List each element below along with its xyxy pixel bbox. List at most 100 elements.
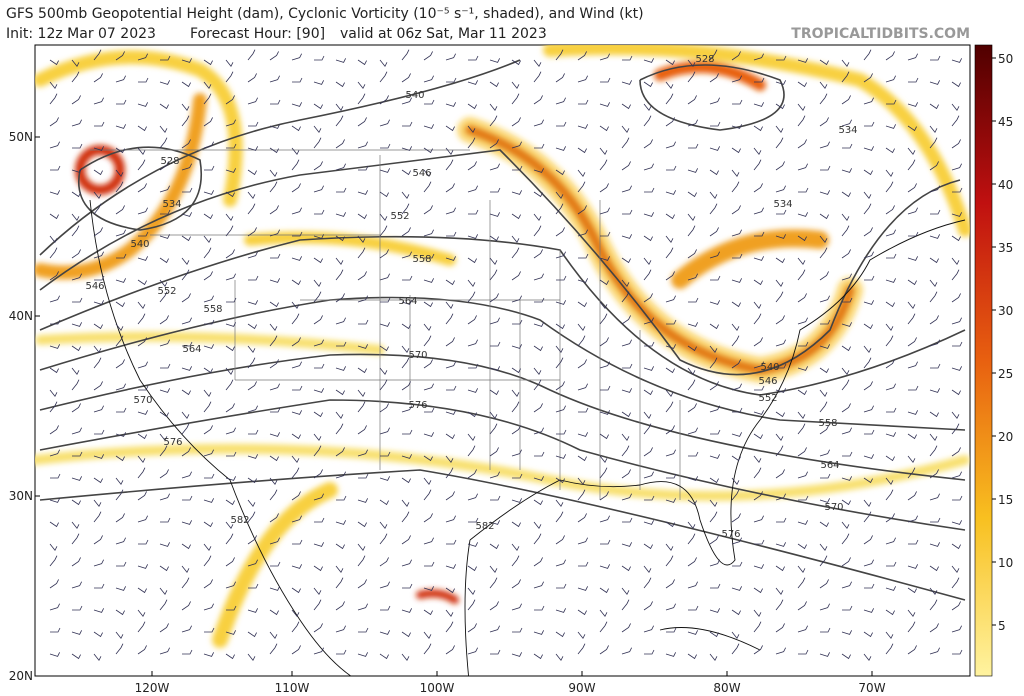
wind-barb xyxy=(357,93,366,105)
wind-barb xyxy=(269,455,279,462)
wind-barb xyxy=(533,95,543,105)
contour-label: 534 xyxy=(838,125,857,136)
wind-barb xyxy=(357,59,367,66)
title: GFS 500mb Geopotential Height (dam), Cyc… xyxy=(6,6,644,22)
wind-barb xyxy=(467,279,476,288)
wind-barb xyxy=(621,388,633,393)
wind-barb xyxy=(335,103,344,112)
wind-barb xyxy=(291,256,303,261)
wind-barb xyxy=(291,491,301,501)
wind-barb xyxy=(643,366,655,371)
wind-barb xyxy=(775,587,784,596)
wind-barb xyxy=(203,190,215,195)
wind-barb xyxy=(380,143,391,149)
wind-barb xyxy=(313,339,325,347)
wind-barb xyxy=(907,621,916,633)
wind-barb xyxy=(643,317,655,325)
wind-barb xyxy=(93,477,103,484)
wind-barb xyxy=(797,577,806,589)
wind-barb xyxy=(643,235,653,242)
wind-barb xyxy=(622,209,633,215)
wind-barb xyxy=(93,73,103,83)
wind-barb xyxy=(951,235,961,242)
wind-barb xyxy=(423,631,432,640)
wind-barb xyxy=(335,389,345,396)
wind-barb xyxy=(159,339,171,347)
wind-barb xyxy=(907,102,919,107)
wind-barb xyxy=(49,367,59,374)
wind-barb xyxy=(335,411,344,420)
wind-barb xyxy=(489,58,501,63)
wind-barb xyxy=(291,183,301,193)
wind-barb xyxy=(533,168,545,173)
coastlines xyxy=(89,199,966,676)
wind-barb xyxy=(578,407,589,413)
wind-barb xyxy=(292,385,303,391)
wind-barb xyxy=(797,471,809,479)
wind-barb xyxy=(841,168,853,173)
wind-barb xyxy=(775,647,787,655)
wind-barb xyxy=(819,117,829,127)
wind-barb xyxy=(731,477,740,486)
wind-barb xyxy=(424,407,435,413)
wind-barb xyxy=(72,451,83,457)
wind-barb xyxy=(929,542,941,547)
wind-barb xyxy=(820,627,831,633)
wind-barb xyxy=(643,103,652,112)
wind-barb xyxy=(313,80,325,85)
wind-barb xyxy=(445,183,455,193)
wind-barb xyxy=(115,229,127,237)
wind-barb xyxy=(49,141,61,149)
wind-barb xyxy=(159,469,169,479)
wind-barb xyxy=(159,185,171,193)
wind-barb xyxy=(49,81,58,90)
wind-barb xyxy=(907,467,916,479)
wind-barb xyxy=(357,235,366,244)
wind-barb xyxy=(885,169,894,178)
wind-barb xyxy=(203,425,213,435)
wind-barb xyxy=(709,454,721,459)
wind-barb xyxy=(313,257,323,264)
wind-barb xyxy=(72,143,83,149)
wind-barb xyxy=(819,521,829,528)
contour-label: 552 xyxy=(758,393,777,404)
wind-barb xyxy=(226,605,237,611)
contour-label: 540 xyxy=(760,362,779,373)
wind-barb xyxy=(401,653,410,662)
wind-barb xyxy=(731,359,741,369)
wind-barb xyxy=(225,533,234,545)
wind-barb xyxy=(731,169,740,178)
wind-barb xyxy=(841,273,853,281)
wind-barb xyxy=(687,59,696,68)
wind-barb xyxy=(181,317,193,325)
wind-barb xyxy=(533,427,545,435)
wind-barb xyxy=(929,125,938,134)
wind-barb xyxy=(578,253,589,259)
wind-barb xyxy=(907,147,916,156)
wind-barb xyxy=(423,432,435,437)
wind-barb xyxy=(930,209,941,215)
wind-barb xyxy=(533,476,545,481)
contour-label: 534 xyxy=(162,199,181,210)
wind-barb xyxy=(665,603,677,611)
colorbar-label: 25 xyxy=(998,367,1013,381)
wind-barb xyxy=(599,467,608,479)
wind-barb xyxy=(467,587,476,596)
wind-barb xyxy=(687,379,696,391)
wind-barb xyxy=(159,493,171,501)
wind-barb xyxy=(357,543,366,552)
wind-barb xyxy=(269,323,278,332)
wind-barb xyxy=(71,379,80,391)
wind-barb xyxy=(489,520,501,525)
map-area xyxy=(35,45,970,676)
wind-barb xyxy=(929,647,941,655)
wind-barb xyxy=(951,543,961,550)
wind-barb xyxy=(687,225,696,237)
wind-barb xyxy=(731,489,740,501)
wind-barb xyxy=(643,625,655,633)
wind-barb xyxy=(49,425,59,435)
wind-barb xyxy=(313,587,322,596)
wind-barb xyxy=(731,323,740,332)
wind-barb xyxy=(50,165,61,171)
wind-barb xyxy=(137,279,147,286)
